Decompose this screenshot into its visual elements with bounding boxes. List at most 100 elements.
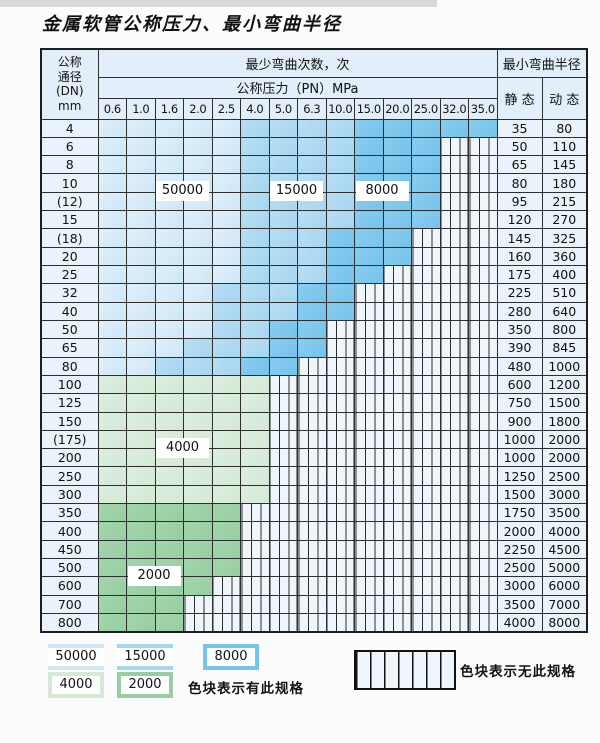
pn-cell [439, 118, 469, 138]
pn-cell [240, 191, 270, 212]
pn-cell [411, 411, 441, 431]
pn-cell [268, 210, 298, 230]
pn-cell [297, 374, 327, 395]
pn-cell [240, 448, 270, 468]
pn-cell [411, 448, 441, 468]
pn-cell [154, 228, 184, 248]
pn-cell [382, 319, 412, 340]
pn-cell [211, 576, 241, 596]
pn-cell [240, 301, 270, 321]
pn-cell [297, 393, 327, 413]
legend-label: 4000 [52, 676, 100, 694]
pn-cell [468, 484, 498, 505]
pn-cell [297, 283, 327, 303]
pn-cell [354, 210, 384, 230]
pn-cell [240, 576, 270, 596]
pn-cell [97, 557, 127, 578]
pn-cell [268, 448, 298, 468]
pn-col-header: 32.0 [439, 97, 469, 120]
pn-cell [439, 393, 469, 413]
pn-cell [240, 484, 270, 505]
pn-cell [468, 612, 498, 633]
pn-cell [183, 557, 213, 578]
dynamic-radius-cell: 1000 [541, 356, 588, 376]
pn-cell [354, 246, 384, 267]
pn-cell [211, 228, 241, 248]
pressure-header: 公称压力（PN）MPa [97, 76, 498, 99]
pn-cell [325, 503, 355, 523]
pn-cell [382, 155, 412, 175]
dn-cell: 65 [40, 338, 99, 358]
table-row: 450 2250 4500 [40, 539, 588, 560]
pn-cell [411, 356, 441, 376]
pn-cell [97, 246, 127, 267]
pn-cell [468, 319, 498, 340]
pn-cell [240, 612, 270, 633]
pn-cell [126, 136, 156, 157]
pn-cell [439, 264, 469, 285]
pn-cell [297, 338, 327, 358]
legend-swatch-15000: 15000 [117, 644, 173, 670]
pn-cell [154, 301, 184, 321]
pn-cell [240, 136, 270, 157]
pn-cell [382, 594, 412, 614]
pn-cell [240, 246, 270, 267]
pn-cell [126, 429, 156, 450]
pn-cell [97, 338, 127, 358]
pn-cell [297, 594, 327, 614]
pn-col-header: 2.5 [211, 97, 241, 120]
dn-cell: 250 [40, 466, 99, 486]
pn-cell [240, 466, 270, 486]
dynamic-radius-cell: 360 [541, 246, 588, 267]
dynamic-radius-cell: 180 [541, 173, 588, 193]
pn-cell [382, 136, 412, 157]
pn-cell [468, 173, 498, 193]
pn-cell [411, 264, 441, 285]
pn-cell [439, 173, 469, 193]
pn-cell [468, 155, 498, 175]
pn-cell [268, 503, 298, 523]
pn-cell [97, 136, 127, 157]
pn-cell [126, 484, 156, 505]
dn-cell: 80 [40, 356, 99, 376]
pn-cell [382, 118, 412, 138]
dynamic-radius-cell: 845 [541, 338, 588, 358]
pn-cell [211, 136, 241, 157]
pn-cell [126, 356, 156, 376]
pn-cell [211, 356, 241, 376]
pn-cell [468, 301, 498, 321]
pn-cell [211, 521, 241, 541]
pn-cell [268, 393, 298, 413]
pn-cell [183, 210, 213, 230]
static-radius-cell: 1500 [496, 484, 543, 505]
legend-label: 8000 [207, 648, 255, 666]
pn-cell [382, 466, 412, 486]
static-radius-cell: 95 [496, 191, 543, 212]
pn-cell [411, 301, 441, 321]
pn-cell [183, 393, 213, 413]
table-row: 65 390 845 [40, 338, 588, 358]
dynamic-radius-cell: 8000 [541, 612, 588, 633]
pn-cell [97, 393, 127, 413]
pn-cell [297, 155, 327, 175]
pn-cell [268, 466, 298, 486]
pn-cell [354, 484, 384, 505]
pn-cell [126, 246, 156, 267]
pn-cell [183, 319, 213, 340]
pn-cell [411, 576, 441, 596]
table-row: 15 120 270 [40, 210, 588, 230]
dynamic-radius-cell: 145 [541, 155, 588, 175]
pn-cell [439, 484, 469, 505]
pn-cell [154, 246, 184, 267]
pn-cell [411, 210, 441, 230]
pn-cell [183, 136, 213, 157]
pn-cell [183, 356, 213, 376]
pn-cell [211, 539, 241, 560]
pn-cell [126, 612, 156, 633]
dynamic-radius-cell: 510 [541, 283, 588, 303]
pn-cell [439, 594, 469, 614]
has-spec-note: 色块表示有此规格 [188, 681, 304, 697]
pn-cell [382, 283, 412, 303]
pn-cell [354, 374, 384, 395]
pn-cell [297, 448, 327, 468]
